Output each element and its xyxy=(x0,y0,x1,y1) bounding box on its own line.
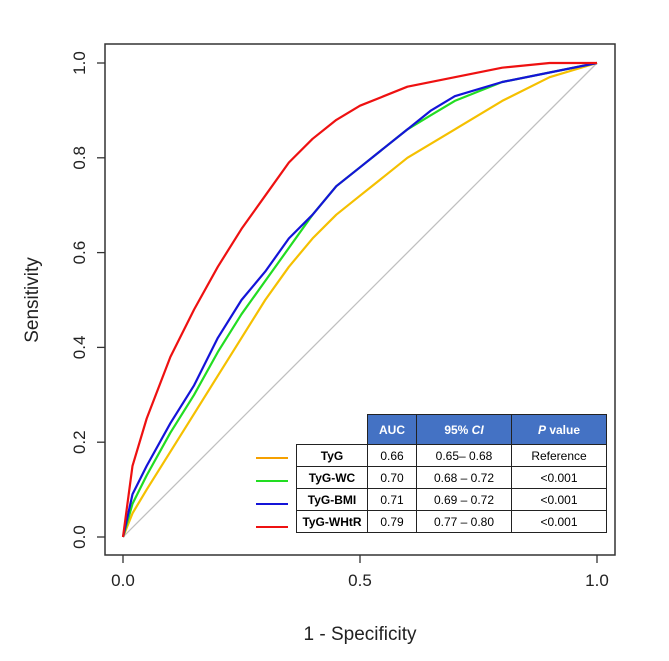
header-ci: 95% CI xyxy=(416,414,512,445)
table-header-row: AUC 95% CI P value xyxy=(296,414,607,445)
legend-line-tyg xyxy=(256,457,288,459)
y-tick-label: 0.6 xyxy=(70,241,89,265)
x-tick-label: 0.0 xyxy=(111,571,135,590)
roc-curve-tyg-whtr xyxy=(121,61,597,538)
legend-line-tyg-whtr xyxy=(256,526,288,528)
table-row: TyG-WHtR 0.79 0.77 – 0.80 <0.001 xyxy=(296,510,607,533)
x-tick-label: 0.5 xyxy=(348,571,372,590)
y-tick-label: 1.0 xyxy=(70,51,89,75)
header-auc: AUC xyxy=(367,414,417,445)
y-tick-label: 0.0 xyxy=(70,525,89,549)
table-row: TyG 0.66 0.65– 0.68 Reference xyxy=(296,444,607,467)
legend-line-tyg-wc xyxy=(256,480,288,482)
auc-table: AUC 95% CI P value TyG 0.66 0.65– 0.68 Refe… xyxy=(296,414,607,533)
y-tick-label: 0.8 xyxy=(70,146,89,170)
y-axis-label: Sensitivity xyxy=(22,257,43,343)
roc-curve-tyg xyxy=(121,61,598,538)
table-row: TyG-WC 0.70 0.68 – 0.72 <0.001 xyxy=(296,466,607,489)
header-p: P value xyxy=(511,414,607,445)
table-row: TyG-BMI 0.71 0.69 – 0.72 <0.001 xyxy=(296,488,607,511)
reference-diagonal xyxy=(122,62,598,538)
y-tick-label: 0.2 xyxy=(70,430,89,454)
legend-line-tyg-bmi xyxy=(256,503,288,505)
y-tick-label: 0.4 xyxy=(70,336,89,360)
x-tick-label: 1.0 xyxy=(585,571,609,590)
roc-curve-tyg-bmi xyxy=(121,61,598,538)
x-axis-label: 1 - Specificity xyxy=(304,624,417,645)
